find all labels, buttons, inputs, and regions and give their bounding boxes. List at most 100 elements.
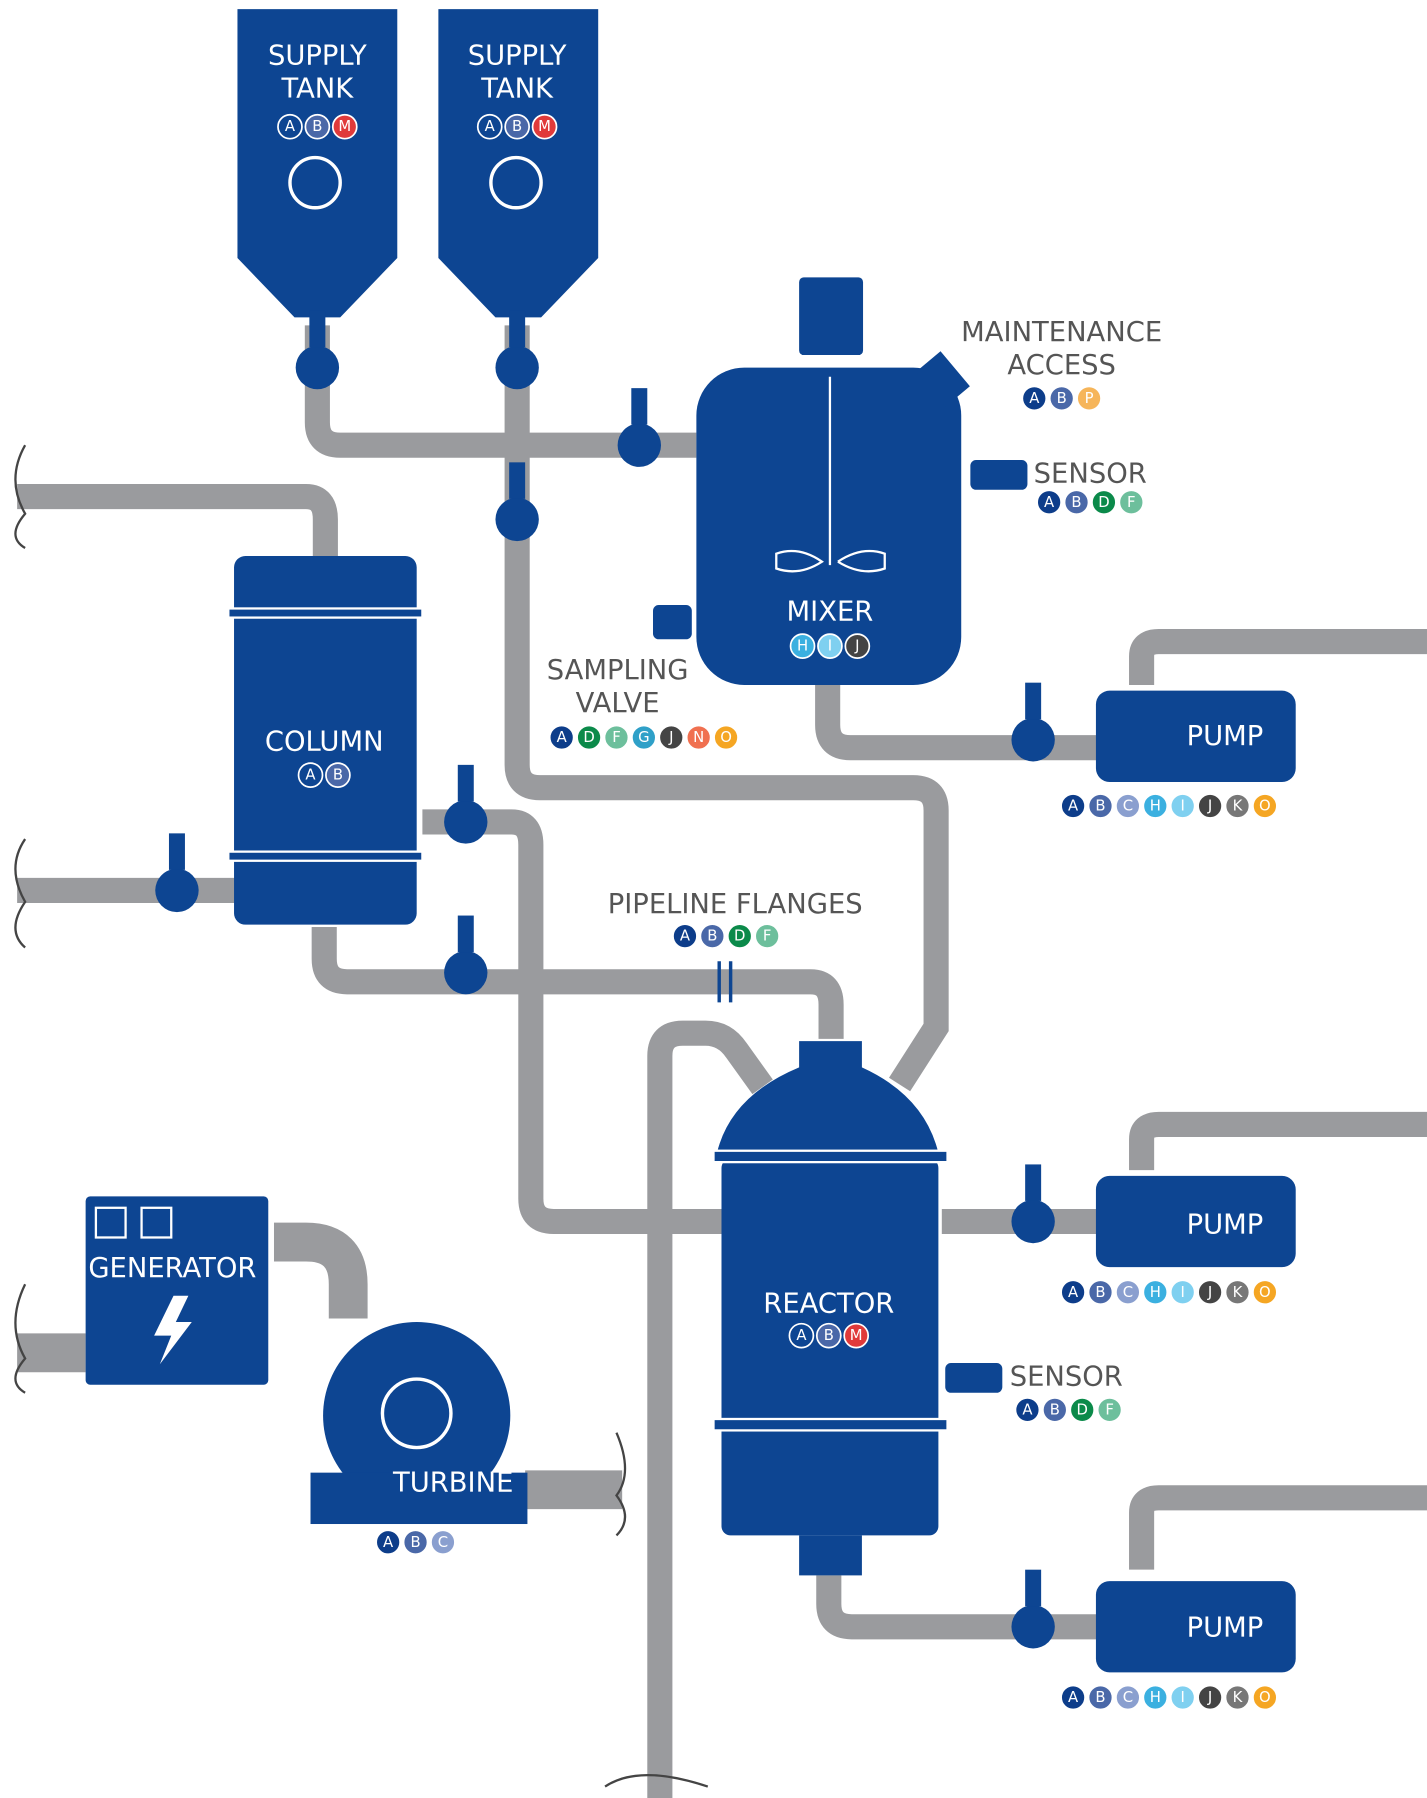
valve xyxy=(155,869,198,912)
valve-stem xyxy=(169,833,185,870)
component-label: PUMP xyxy=(1187,721,1264,752)
valve-stem xyxy=(1025,1570,1041,1607)
component-label: PUMP xyxy=(1187,1613,1264,1644)
reactor-ring xyxy=(714,1419,948,1430)
valve xyxy=(444,951,487,994)
component-label: REACTOR xyxy=(763,1288,894,1319)
valve xyxy=(495,498,538,541)
badge-letter: B xyxy=(1071,494,1081,511)
badge-letter: H xyxy=(1150,1284,1161,1301)
badge-letter: A xyxy=(1068,797,1079,814)
component-label: MIXER xyxy=(787,597,874,628)
badge-letter: A xyxy=(1029,390,1040,407)
component-label: TANK xyxy=(480,74,554,105)
badge-letter: I xyxy=(828,638,832,655)
badge-letter: B xyxy=(312,118,322,135)
component-label: PUMP xyxy=(1187,1210,1264,1241)
badge-letter: F xyxy=(1127,494,1136,511)
badge-letter: D xyxy=(1077,1401,1088,1418)
tank-hopper xyxy=(438,258,598,317)
valve xyxy=(618,424,661,467)
reactor-outlet xyxy=(799,1535,862,1575)
badge-letter: H xyxy=(1150,1689,1161,1706)
pipe xyxy=(1142,1498,1427,1570)
valve xyxy=(1011,1605,1054,1648)
badge-letter: C xyxy=(1123,1284,1133,1301)
badge-letter: B xyxy=(707,928,717,945)
sampling-valve xyxy=(653,605,692,639)
badge-letter: M xyxy=(538,118,551,135)
component-label: SENSOR xyxy=(1034,458,1147,489)
badge-letter: B xyxy=(512,118,522,135)
badge-letter: A xyxy=(1044,494,1055,511)
component-label: TANK xyxy=(280,74,354,105)
badge-letter: O xyxy=(1259,1284,1271,1301)
component-label: MAINTENANCE xyxy=(961,317,1162,348)
body: SUPPLYTANKABMSUPPLYTANKABMMAINTENANCEACC… xyxy=(0,0,1427,1798)
badge-letter: F xyxy=(763,928,772,945)
badge-letter: B xyxy=(1057,390,1067,407)
component-label: SUPPLY xyxy=(268,41,367,72)
badge-letter: D xyxy=(1098,494,1109,511)
component-label: ACCESS xyxy=(1007,350,1116,381)
badge-letter: H xyxy=(1150,797,1161,814)
badge-letter: H xyxy=(797,638,808,655)
badge-letter: A xyxy=(796,1327,807,1344)
column-ring xyxy=(228,608,422,617)
valve-stem xyxy=(309,311,325,348)
badge-letter: I xyxy=(1181,1689,1185,1706)
valve-stem xyxy=(458,765,474,802)
badge-letter: B xyxy=(1050,1401,1060,1418)
badge-letter: B xyxy=(824,1327,834,1344)
equipment xyxy=(86,9,1296,1672)
valve xyxy=(495,346,538,389)
badge-letter: B xyxy=(1095,797,1105,814)
badge-letter: B xyxy=(410,1534,420,1551)
component-label: PIPELINE FLANGES xyxy=(608,889,863,920)
valve-stem xyxy=(631,388,647,425)
badge-letter: F xyxy=(1105,1401,1114,1418)
badge-letter: I xyxy=(1181,797,1185,814)
badge-letter: O xyxy=(720,729,732,746)
component-label: VALVE xyxy=(576,688,660,719)
valve xyxy=(1011,718,1054,761)
badge-letter: B xyxy=(333,767,343,784)
badge-letter: C xyxy=(438,1534,448,1551)
pipe xyxy=(828,683,1102,748)
badge-letter: B xyxy=(1095,1689,1105,1706)
component-label: COLUMN xyxy=(265,727,384,758)
badge-letter: B xyxy=(1095,1284,1105,1301)
badge-letter: A xyxy=(1068,1284,1079,1301)
column-ring xyxy=(228,852,422,861)
badge-letter: A xyxy=(680,928,691,945)
pipe xyxy=(1142,642,1427,685)
component-label: TURBINE xyxy=(392,1468,513,1499)
component-label: SAMPLING xyxy=(547,655,689,686)
badge-letter: A xyxy=(1022,1401,1033,1418)
valve xyxy=(296,346,339,389)
badge-letter: K xyxy=(1233,1284,1244,1301)
generator xyxy=(86,1196,269,1384)
badge-letter: K xyxy=(1233,1689,1244,1706)
reactor-ring xyxy=(714,1151,948,1162)
badge-letter: J xyxy=(668,729,673,746)
badge-letter: I xyxy=(1181,1284,1185,1301)
component-label: SUPPLY xyxy=(468,41,567,72)
badge-letter: O xyxy=(1259,797,1271,814)
page: Process diagram {"components": [ {"label… xyxy=(0,0,1427,1798)
badge-letter: J xyxy=(1207,1689,1212,1706)
badge-letter: J xyxy=(854,638,859,655)
badge-letter: J xyxy=(1207,1284,1212,1301)
badge-letter: F xyxy=(612,729,621,746)
valve-stem xyxy=(1025,683,1041,720)
badge-letter: M xyxy=(850,1327,863,1344)
valve-stem xyxy=(1025,1164,1041,1201)
badge-letter: A xyxy=(485,118,496,135)
badge-letter: K xyxy=(1233,797,1244,814)
sensor xyxy=(970,460,1027,490)
pipe xyxy=(274,1242,348,1318)
badge-letter: A xyxy=(383,1534,394,1551)
badge-letter: C xyxy=(1123,797,1133,814)
pipe xyxy=(324,927,831,1039)
valve-stem xyxy=(458,916,474,953)
